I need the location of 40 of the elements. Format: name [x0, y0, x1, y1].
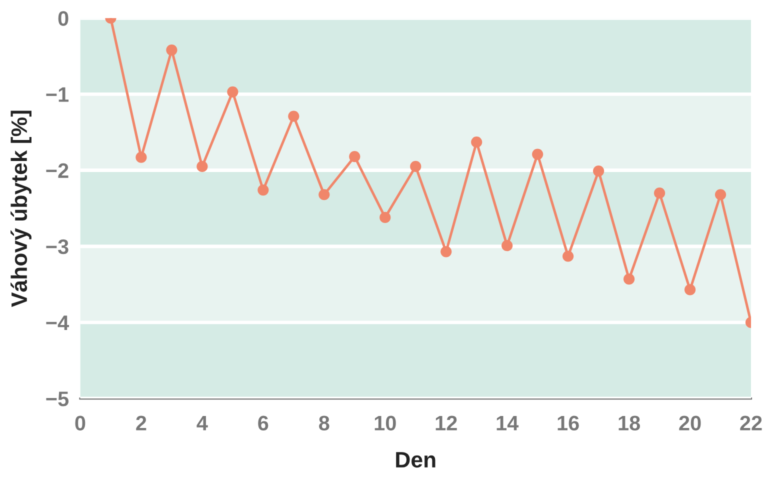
x-tick-label: 8: [319, 416, 330, 431]
x-tick-label: 6: [258, 416, 268, 431]
point: [196, 160, 208, 172]
point: [410, 160, 422, 172]
x-tick-label: 22: [740, 416, 762, 430]
x-tick-label: 4: [196, 416, 208, 430]
point: [471, 136, 482, 148]
point: [440, 246, 452, 258]
point: [593, 165, 604, 177]
point: [288, 110, 300, 122]
point: [654, 188, 666, 199]
y-tick-label: −3: [46, 239, 68, 254]
point: [684, 284, 696, 296]
x-tick-label: 18: [618, 416, 640, 431]
point: [623, 274, 635, 285]
x-tick-label: 0: [75, 416, 86, 431]
x-tick-label: 20: [679, 416, 701, 431]
point: [502, 240, 513, 252]
point: [714, 189, 726, 200]
point: [166, 44, 178, 56]
point: [349, 151, 360, 162]
y-tick-label: −2: [46, 163, 68, 178]
x-tick-label: 14: [496, 416, 519, 430]
y-tick-label: 0: [58, 11, 68, 26]
y-tick-label: −4: [46, 316, 69, 330]
point: [136, 152, 147, 163]
point: [532, 148, 544, 160]
point: [318, 189, 330, 200]
x-tick-label: 10: [374, 416, 396, 431]
point: [258, 184, 269, 196]
y-axis-title: Váhový úbytek [%]: [10, 110, 32, 307]
y-tick-label: −5: [46, 392, 69, 406]
x-axis-title: Den: [396, 452, 436, 468]
x-tick-label: 12: [436, 416, 457, 430]
y-tick-label: −1: [46, 87, 69, 102]
point: [380, 212, 391, 223]
point: [227, 86, 238, 98]
x-tick-label: 2: [136, 416, 146, 430]
x-tick-label: 16: [558, 416, 579, 431]
point: [562, 250, 574, 262]
